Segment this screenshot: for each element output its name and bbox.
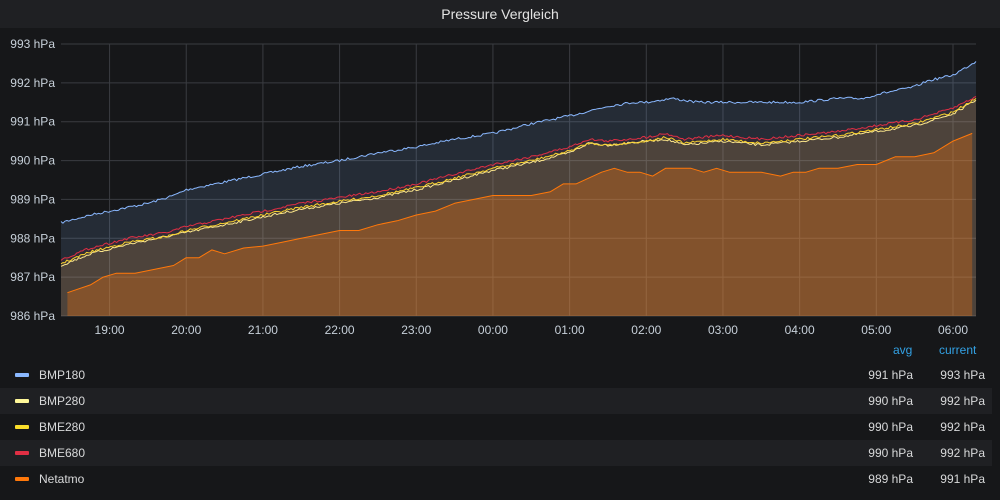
legend-avg-value: 990 hPa bbox=[868, 394, 913, 408]
series-line-bmp280[interactable] bbox=[60, 99, 977, 267]
y-tick-label: 992 hPa bbox=[10, 76, 55, 90]
legend-series-name[interactable]: BME280 bbox=[39, 420, 86, 434]
series-area-bme280 bbox=[61, 98, 976, 317]
legend-avg-value: 989 hPa bbox=[868, 472, 913, 486]
legend-row-bme680[interactable]: BME680 990 hPa 992 hPa bbox=[0, 440, 992, 466]
x-tick-label: 01:00 bbox=[555, 323, 585, 337]
series-line-bme280[interactable] bbox=[60, 98, 977, 265]
y-tick-label: 987 hPa bbox=[10, 270, 55, 284]
x-tick-label: 06:00 bbox=[938, 323, 968, 337]
legend-series-name[interactable]: BMP280 bbox=[39, 394, 86, 408]
series-area-bmp180 bbox=[61, 61, 976, 316]
y-tick-label: 991 hPa bbox=[10, 115, 55, 129]
series-line-bme680[interactable] bbox=[60, 96, 977, 261]
legend-swatch[interactable] bbox=[15, 451, 29, 455]
x-tick-label: 03:00 bbox=[708, 323, 738, 337]
legend-series-name[interactable]: Netatmo bbox=[39, 472, 85, 486]
series-area-netatmo bbox=[67, 133, 973, 316]
legend-current-value: 991 hPa bbox=[940, 472, 985, 486]
y-tick-label: 988 hPa bbox=[10, 231, 55, 245]
series-area-bmp280 bbox=[61, 100, 976, 316]
x-tick-label: 00:00 bbox=[478, 323, 508, 337]
x-tick-label: 20:00 bbox=[171, 323, 201, 337]
legend-current-value: 993 hPa bbox=[940, 368, 985, 382]
y-tick-label: 993 hPa bbox=[10, 37, 55, 51]
x-tick-label: 02:00 bbox=[631, 323, 661, 337]
legend-avg-value: 991 hPa bbox=[868, 368, 913, 382]
pressure-chart[interactable]: 986 hPa 987 hPa 988 hPa 989 hPa 990 hPa 991 h… bbox=[0, 28, 1000, 340]
x-tick-label: 23:00 bbox=[401, 323, 431, 337]
legend-row-bme280[interactable]: BME280 990 hPa 992 hPa bbox=[0, 414, 992, 440]
y-tick-label: 986 hPa bbox=[10, 309, 55, 323]
x-tick-label: 22:00 bbox=[325, 323, 355, 337]
y-tick-label: 989 hPa bbox=[10, 192, 55, 206]
legend-swatch[interactable] bbox=[15, 399, 29, 403]
legend-row-bmp180[interactable]: BMP180 991 hPa 993 hPa bbox=[0, 362, 992, 388]
panel-title: Pressure Vergleich bbox=[441, 6, 559, 22]
y-tick-label: 990 hPa bbox=[10, 154, 55, 168]
legend-avg-header[interactable]: avg bbox=[893, 343, 913, 357]
series-line-bmp180[interactable] bbox=[60, 61, 977, 224]
panel-header[interactable]: Pressure Vergleich bbox=[0, 0, 1000, 28]
series-area-bme680 bbox=[61, 96, 976, 316]
legend-swatch[interactable] bbox=[15, 373, 29, 377]
legend-row-netatmo[interactable]: Netatmo 989 hPa 991 hPa bbox=[0, 466, 992, 492]
legend-avg-value: 990 hPa bbox=[868, 420, 913, 434]
legend-series-name[interactable]: BMP180 bbox=[39, 368, 86, 382]
x-tick-label: 05:00 bbox=[861, 323, 891, 337]
x-tick-label: 04:00 bbox=[785, 323, 815, 337]
legend-current-header[interactable]: current bbox=[939, 343, 977, 357]
x-tick-label: 19:00 bbox=[95, 323, 125, 337]
legend-current-value: 992 hPa bbox=[940, 394, 985, 408]
legend-current-value: 992 hPa bbox=[940, 446, 985, 460]
legend-avg-value: 990 hPa bbox=[868, 446, 913, 460]
legend-row-bmp280[interactable]: BMP280 990 hPa 992 hPa bbox=[0, 388, 992, 414]
legend-current-value: 992 hPa bbox=[940, 420, 985, 434]
series-line-netatmo[interactable] bbox=[67, 132, 973, 294]
x-tick-label: 21:00 bbox=[248, 323, 278, 337]
legend-swatch[interactable] bbox=[15, 425, 29, 429]
legend-swatch[interactable] bbox=[15, 477, 29, 481]
legend-series-name[interactable]: BME680 bbox=[39, 446, 86, 460]
